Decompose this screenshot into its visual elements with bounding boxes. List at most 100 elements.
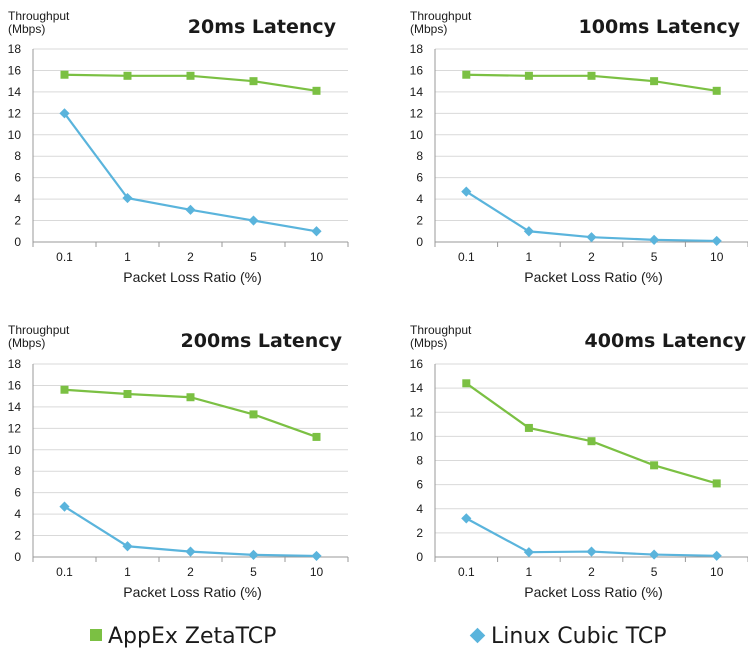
y-tick-label: 6 [14,486,21,500]
y-tick-label: 6 [14,171,21,185]
x-tick-label: 5 [651,565,658,579]
x-tick-label: 2 [588,565,595,579]
y-tick-label: 18 [8,357,22,371]
data-point-square [650,77,659,86]
data-point-diamond [185,204,196,215]
data-point-diamond [122,541,133,552]
y-tick-label: 4 [416,192,423,206]
y-tick-label: 10 [8,443,22,457]
y-tick-label: 6 [416,171,423,185]
y-tick-label: 4 [416,502,423,516]
y-tick-label: 10 [410,429,424,443]
y-axis-label-unit: (Mbps) [8,336,45,350]
chart-title: 20ms Latency [188,16,337,38]
y-axis-label-unit: (Mbps) [8,22,45,36]
data-point-square [712,479,721,488]
y-tick-label: 16 [8,63,22,77]
x-tick-label: 5 [651,250,658,264]
legend-label-cubic: Linux Cubic TCP [491,624,667,649]
y-tick-label: 0 [14,235,21,249]
data-point-diamond [523,547,534,558]
data-point-square [587,71,596,80]
y-tick-label: 10 [410,128,424,142]
y-tick-label: 2 [416,214,423,228]
y-tick-label: 16 [410,63,424,77]
x-axis-label: Packet Loss Ratio (%) [123,269,262,285]
data-point-diamond [59,108,70,119]
y-tick-label: 14 [8,85,22,99]
y-tick-label: 8 [416,454,423,468]
data-point-diamond [711,550,722,561]
y-tick-label: 16 [8,378,22,392]
y-tick-label: 12 [8,106,22,120]
x-tick-label: 1 [526,565,533,579]
x-tick-label: 5 [250,565,257,579]
y-axis-label: Throughput [410,323,472,337]
x-axis-label: Packet Loss Ratio (%) [524,269,663,285]
y-tick-label: 4 [14,507,21,521]
data-point-diamond [185,546,196,557]
y-tick-label: 14 [410,381,424,395]
data-point-square [587,437,596,446]
data-point-square [462,70,471,79]
x-tick-label: 5 [250,250,257,264]
data-point-diamond [649,549,660,560]
legend-square-icon [90,629,102,641]
x-tick-label: 2 [187,565,194,579]
legend-label-zeta: AppEx ZetaTCP [108,624,277,649]
y-tick-label: 16 [410,357,424,371]
data-point-square [123,390,132,399]
x-tick-label: 10 [310,565,324,579]
y-axis-label: Throughput [8,9,70,23]
data-point-square [312,432,321,441]
y-tick-label: 6 [416,478,423,492]
y-tick-label: 2 [416,526,423,540]
y-tick-label: 12 [410,106,424,120]
x-tick-label: 10 [310,250,324,264]
x-tick-label: 10 [710,250,724,264]
data-point-square [123,71,132,80]
data-point-diamond [59,501,70,512]
y-tick-label: 8 [14,464,21,478]
y-tick-label: 14 [8,400,22,414]
data-point-square [249,410,258,419]
y-tick-label: 0 [14,550,21,564]
y-axis-label: Throughput [410,9,472,23]
y-tick-label: 0 [416,235,423,249]
x-axis-label: Packet Loss Ratio (%) [123,584,262,600]
y-tick-label: 8 [14,149,21,163]
y-tick-label: 8 [416,149,423,163]
y-axis-label: Throughput [8,323,70,337]
data-point-square [524,71,533,80]
x-tick-label: 1 [526,250,533,264]
y-tick-label: 2 [14,529,21,543]
chart-title: 200ms Latency [181,330,343,352]
x-tick-label: 1 [124,565,131,579]
data-point-diamond [711,235,722,247]
data-point-square [312,86,321,95]
y-axis-label-unit: (Mbps) [410,22,447,36]
data-point-diamond [586,546,597,557]
chart-title: 400ms Latency [585,330,747,352]
x-tick-label: 0.1 [458,565,475,579]
y-tick-label: 12 [8,421,22,435]
legend-diamond-icon [469,627,486,643]
data-point-diamond [523,226,534,237]
data-point-diamond [248,549,259,560]
chart-title: 100ms Latency [579,16,741,38]
data-point-diamond [248,215,259,226]
y-tick-label: 14 [410,85,424,99]
data-point-square [249,77,258,86]
data-point-diamond [649,234,660,245]
y-tick-label: 4 [14,192,21,206]
data-point-square [712,86,721,95]
x-axis-label: Packet Loss Ratio (%) [524,584,663,600]
y-tick-label: 18 [410,42,424,56]
x-tick-label: 2 [187,250,194,264]
y-tick-label: 12 [410,405,424,419]
data-point-diamond [461,513,472,524]
data-point-square [186,393,195,402]
data-point-square [650,461,659,470]
x-tick-label: 0.1 [56,565,73,579]
